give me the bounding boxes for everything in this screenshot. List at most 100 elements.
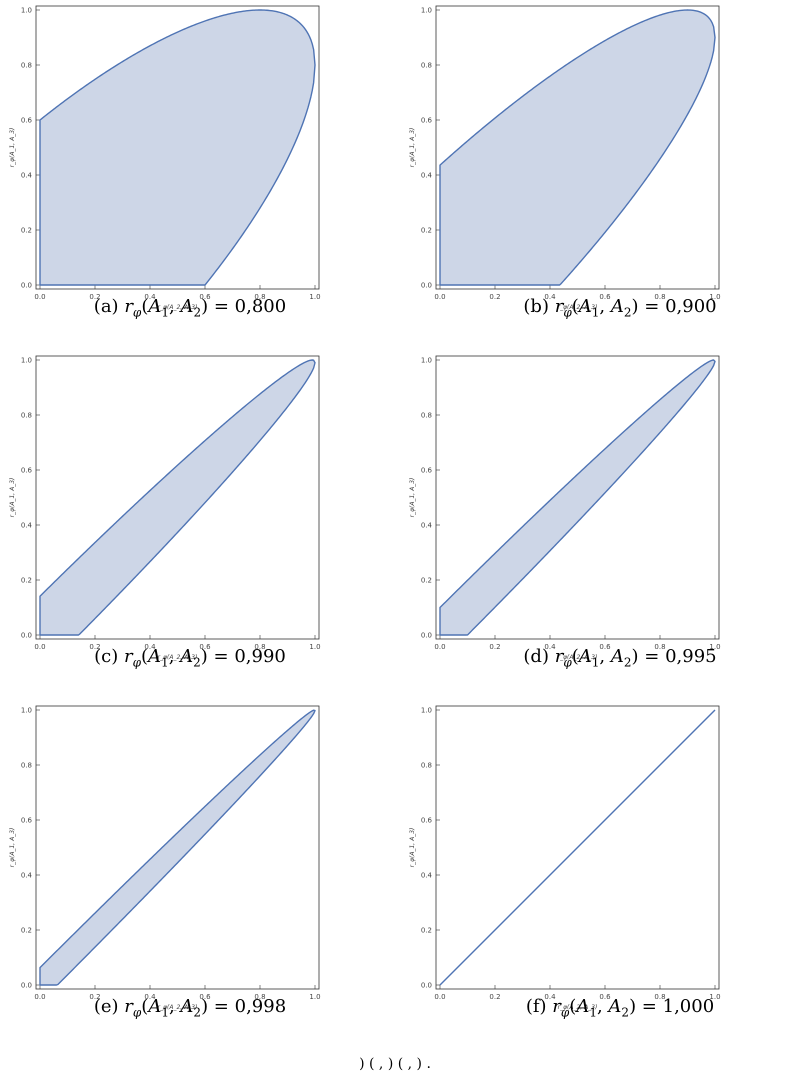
panel-a: 0.0 0.2 0.4 0.6 0.8 1.0 0.0 0.2 0.4 0.6 0.8 1.0 r_φ(… <box>0 0 380 350</box>
plot-d: 0.0 0.2 0.4 0.6 0.8 1.0 0.0 0.2 0.4 0.6 0.8 1.0 r_φ(… <box>409 355 721 661</box>
y-tick-label: 0.0 <box>421 632 432 640</box>
x-tick-label: 0.4 <box>544 293 556 301</box>
y-tick-label: 0.0 <box>421 282 432 290</box>
feasible-region <box>39 709 316 986</box>
y-tick-label: 0.4 <box>421 872 433 880</box>
caption-f: (f) rφ(A1, A2) = 1,000 <box>525 996 715 1020</box>
x-tick-label: 0.4 <box>144 643 156 651</box>
x-tick-label: 0.4 <box>544 643 556 651</box>
y-axis-label: r_φ(A_1, A_3) <box>409 478 416 518</box>
y-tick-label: 0.8 <box>421 62 432 70</box>
x-tick-label: 0.6 <box>199 993 211 1001</box>
y-tick-label: 0.4 <box>21 172 33 180</box>
x-tick-label: 0.8 <box>254 993 265 1001</box>
x-tick-label: 0.8 <box>654 643 665 651</box>
y-tick-label: 1.0 <box>21 7 32 15</box>
x-tick-label: 0.2 <box>489 643 500 651</box>
y-tick-label: 0.2 <box>421 227 432 235</box>
y-tick-label: 0.8 <box>21 62 32 70</box>
x-tick-label: 0.0 <box>34 643 45 651</box>
x-tick-label: 0.2 <box>489 993 500 1001</box>
caption-e: (e) rφ(A1, A2) = 0,998 <box>93 996 287 1020</box>
y-tick-label: 0.0 <box>21 632 32 640</box>
x-tick-label: 0.8 <box>254 293 265 301</box>
y-tick-label: 0.2 <box>21 927 32 935</box>
x-tick-label: 0.4 <box>544 993 556 1001</box>
feasible-region <box>439 9 716 286</box>
x-tick-label: 1.0 <box>309 993 320 1001</box>
y-tick-label: 0.6 <box>21 817 33 825</box>
x-tick-label: 1.0 <box>309 293 320 301</box>
y-tick-label: 0.2 <box>21 227 32 235</box>
y-axis-label: r_φ(A_1, A_3) <box>9 478 16 518</box>
plot-frame <box>35 705 320 990</box>
x-tick-label: 0.8 <box>254 643 265 651</box>
plot-f: 0.0 0.2 0.4 0.6 0.8 1.0 0.0 0.2 0.4 0.6 0.8 1.0 r_φ(… <box>409 705 721 1011</box>
x-tick-label: 0.0 <box>34 293 45 301</box>
y-tick-label: 0.0 <box>21 282 32 290</box>
feasible-region <box>39 359 316 636</box>
x-tick-label: 0.6 <box>599 293 611 301</box>
x-tick-label: 1.0 <box>709 993 720 1001</box>
x-tick-label: 0.6 <box>599 643 611 651</box>
x-tick-label: 0.2 <box>89 993 100 1001</box>
x-tick-label: 0.4 <box>144 993 156 1001</box>
panel-c: 0.0 0.2 0.4 0.6 0.8 1.0 0.0 0.2 0.4 0.6 0.8 1.0 r_φ(… <box>0 350 380 700</box>
y-tick-label: 0.0 <box>21 982 32 990</box>
y-tick-label: 0.4 <box>421 522 433 530</box>
x-tick-label: 0.8 <box>654 293 665 301</box>
y-tick-label: 0.6 <box>421 817 433 825</box>
feasible-region <box>439 359 716 636</box>
plot-frame <box>435 5 720 290</box>
plot-e: 0.0 0.2 0.4 0.6 0.8 1.0 0.0 0.2 0.4 0.6 0.8 1.0 r_φ(… <box>9 705 321 1011</box>
y-tick-label: 0.2 <box>21 577 32 585</box>
x-tick-label: 1.0 <box>309 643 320 651</box>
plot-frame <box>435 705 720 990</box>
y-tick-label: 0.8 <box>421 762 432 770</box>
x-axis-label: r_φ(A_2, A_3) <box>558 304 598 311</box>
x-tick-label: 0.0 <box>434 993 445 1001</box>
panel-f: 0.0 0.2 0.4 0.6 0.8 1.0 0.0 0.2 0.4 0.6 0.8 1.0 r_φ(… <box>400 700 780 1050</box>
y-tick-label: 0.8 <box>21 412 32 420</box>
y-tick-label: 0.4 <box>21 872 33 880</box>
plot-a: 0.0 0.2 0.4 0.6 0.8 1.0 0.0 0.2 0.4 0.6 0.8 1.0 r_φ(… <box>9 5 321 311</box>
x-tick-label: 0.2 <box>489 293 500 301</box>
y-axis-label: r_φ(A_1, A_3) <box>409 128 416 168</box>
y-tick-label: 0.6 <box>421 467 433 475</box>
y-tick-label: 0.6 <box>421 117 433 125</box>
y-tick-label: 0.0 <box>421 982 432 990</box>
y-axis-label: r_φ(A_1, A_3) <box>409 828 416 868</box>
y-tick-label: 0.6 <box>21 467 33 475</box>
x-axis-label: r_φ(A_2, A_3) <box>158 1004 198 1011</box>
y-tick-label: 0.6 <box>21 117 33 125</box>
x-tick-label: 0.0 <box>34 993 45 1001</box>
panel-e: 0.0 0.2 0.4 0.6 0.8 1.0 0.0 0.2 0.4 0.6 0.8 1.0 r_φ(… <box>0 700 380 1050</box>
x-tick-label: 1.0 <box>709 643 720 651</box>
x-axis-label: r_φ(A_2, A_3) <box>158 654 198 661</box>
y-tick-label: 1.0 <box>421 707 432 715</box>
x-tick-label: 0.6 <box>599 993 611 1001</box>
plot-frame <box>435 355 720 640</box>
x-axis-label: r_φ(A_2, A_3) <box>158 304 198 311</box>
plot-c: 0.0 0.2 0.4 0.6 0.8 1.0 0.0 0.2 0.4 0.6 0.8 1.0 r_φ(… <box>9 355 321 661</box>
y-tick-label: 1.0 <box>421 357 432 365</box>
y-tick-label: 0.8 <box>21 762 32 770</box>
y-tick-label: 0.4 <box>21 522 33 530</box>
plot-b: 0.0 0.2 0.4 0.6 0.8 1.0 0.0 0.2 0.4 0.6 0.8 1.0 r_φ(… <box>409 5 721 311</box>
y-tick-label: 0.8 <box>421 412 432 420</box>
y-tick-label: 1.0 <box>21 357 32 365</box>
y-axis-label: r_φ(A_1, A_3) <box>9 828 16 868</box>
caption-b: (b) rφ(A1, A2) = 0,900 <box>523 296 717 320</box>
caption-d: (d) rφ(A1, A2) = 0,995 <box>523 646 717 670</box>
plot-frame <box>35 5 320 290</box>
x-tick-label: 0.6 <box>199 293 211 301</box>
x-tick-label: 0.0 <box>434 293 445 301</box>
y-tick-label: 0.2 <box>421 927 432 935</box>
y-tick-label: 1.0 <box>421 7 432 15</box>
x-tick-label: 0.8 <box>654 993 665 1001</box>
caption-c: (c) rφ(A1, A2) = 0,990 <box>94 646 286 670</box>
x-axis-label: r_φ(A_2, A_3) <box>558 1004 598 1011</box>
x-tick-label: 0.6 <box>199 643 211 651</box>
x-tick-label: 0.2 <box>89 293 100 301</box>
x-tick-label: 0.4 <box>144 293 156 301</box>
